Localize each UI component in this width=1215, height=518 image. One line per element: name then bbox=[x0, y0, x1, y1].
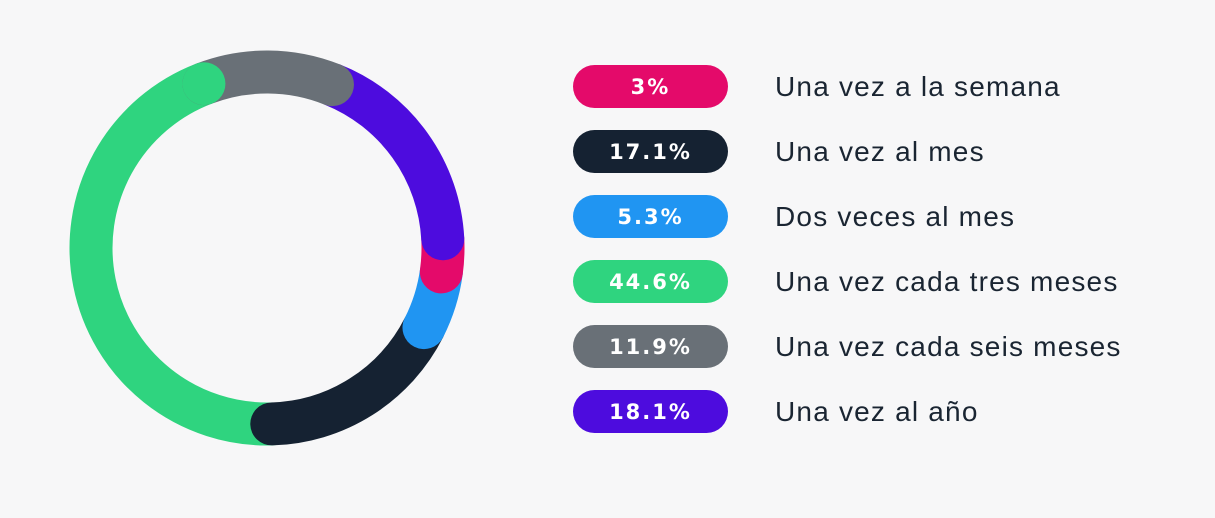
legend-value: 18.1% bbox=[609, 399, 692, 424]
donut-endcap bbox=[182, 62, 226, 106]
legend-item: 18.1% Una vez al año bbox=[573, 390, 1122, 433]
legend-item: 3% Una vez a la semana bbox=[573, 65, 1122, 108]
legend-item: 5.3% Dos veces al mes bbox=[573, 195, 1122, 238]
legend-value: 11.9% bbox=[609, 334, 692, 359]
legend-value: 5.3% bbox=[617, 204, 684, 229]
legend-value-pill: 17.1% bbox=[573, 130, 728, 173]
legend-value-pill: 18.1% bbox=[573, 390, 728, 433]
legend-value: 17.1% bbox=[609, 139, 692, 164]
legend-item: 11.9% Una vez cada seis meses bbox=[573, 325, 1122, 368]
legend-value: 44.6% bbox=[609, 269, 692, 294]
legend-item: 44.6% Una vez cada tres meses bbox=[573, 260, 1122, 303]
legend-item-label: Una vez cada tres meses bbox=[775, 265, 1119, 297]
legend-value-pill: 5.3% bbox=[573, 195, 728, 238]
legend-item-label: Una vez al año bbox=[775, 395, 979, 427]
legend-item-label: Una vez a la semana bbox=[775, 70, 1061, 102]
legend-value: 3% bbox=[630, 74, 671, 99]
donut-segment-5 bbox=[310, 63, 465, 261]
legend-value-pill: 11.9% bbox=[573, 325, 728, 368]
legend: 3% Una vez a la semana 17.1% Una vez al … bbox=[573, 65, 1122, 433]
legend-item-label: Una vez al mes bbox=[775, 135, 985, 167]
legend-value-pill: 3% bbox=[573, 65, 728, 108]
legend-value-pill: 44.6% bbox=[573, 260, 728, 303]
legend-item-label: Una vez cada seis meses bbox=[775, 330, 1122, 362]
donut-chart bbox=[69, 50, 465, 446]
legend-item-label: Dos veces al mes bbox=[775, 200, 1016, 232]
donut-segment-1 bbox=[250, 306, 446, 446]
donut-segment-3 bbox=[69, 62, 294, 446]
legend-item: 17.1% Una vez al mes bbox=[573, 130, 1122, 173]
